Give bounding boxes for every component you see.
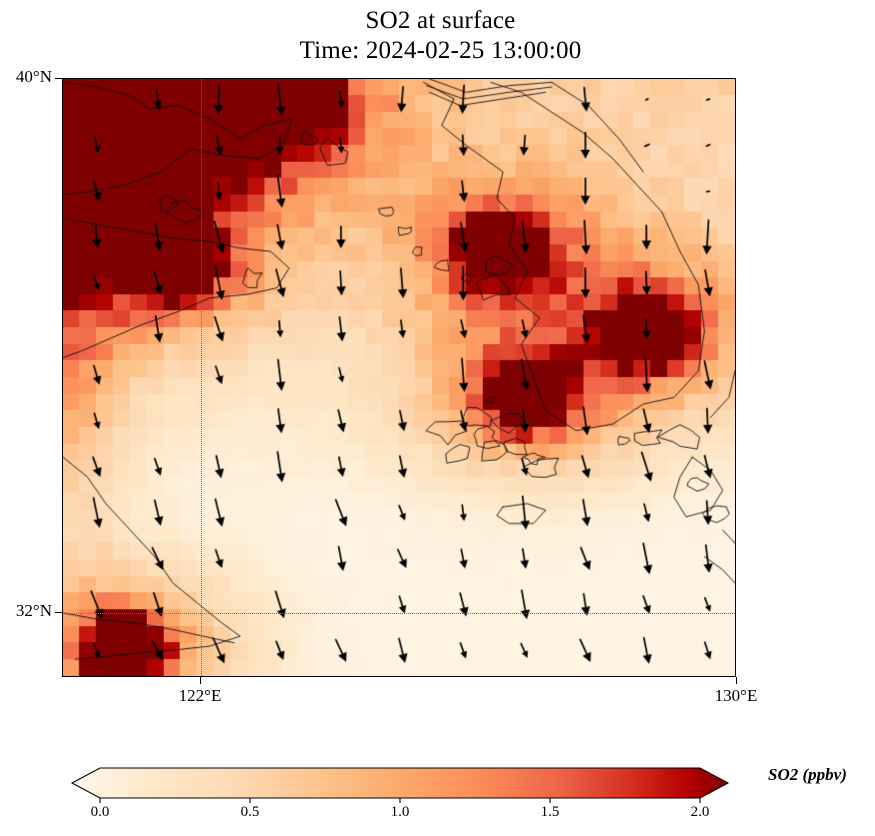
colorbar-tick-marks [99,798,701,803]
x-tick-mark-122E [199,677,201,684]
colorbar-tick-label-2: 1.0 [390,804,410,820]
y-tick-mark-32N [55,611,62,613]
colorbar-tick-label-3: 1.5 [540,804,560,820]
colorbar-tick-label-0: 0.0 [90,804,110,820]
title-line-time: Time: 2024-02-25 13:00:00 [299,36,582,64]
colorbar-tick-label-4: 2.0 [690,804,710,820]
title-line-variable: SO2 at surface [365,7,516,34]
colorbar-title: SO2 (ppbv) [768,765,847,784]
x-tick-mark-130E [735,677,737,684]
map-axes[interactable] [62,78,736,677]
colorbar-swatch [70,767,730,799]
colorbar-tick-label-1: 0.5 [240,804,260,820]
x-tick-label-122E: 122°E [178,686,222,705]
x-tick-label-130E: 130°E [714,686,758,705]
y-tick-mark-40N [55,77,62,79]
so2-heatmap-layer [63,79,735,676]
figure-title: SO2 at surface Time: 2024-02-25 13:00:00 [0,6,875,65]
colorbar[interactable] [60,762,730,804]
y-tick-label-32N: 32°N [15,601,52,620]
y-tick-label-40N: 40°N [15,67,52,86]
